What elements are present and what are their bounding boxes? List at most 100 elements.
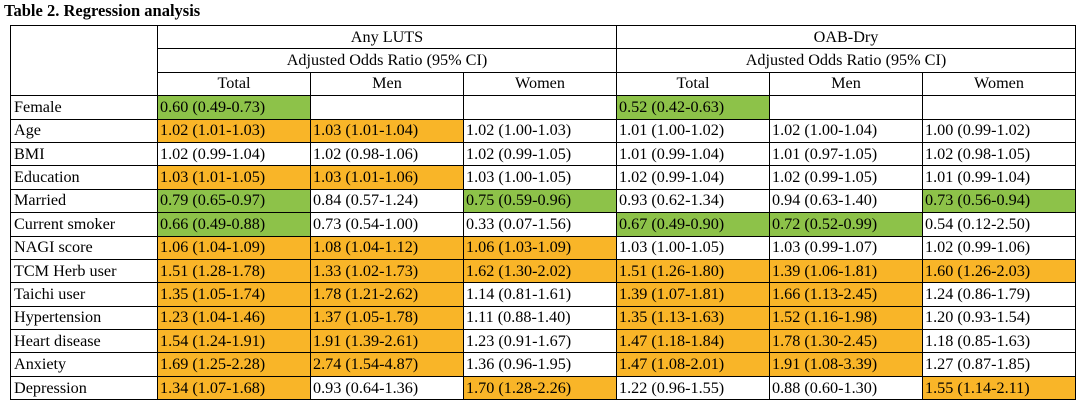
group-header-row: Any LUTS OAB-Dry [10,24,1076,97]
odds-ratio-cell: 1.66 (1.13-2.45) [769,282,923,307]
odds-ratio-cell: 1.02 (1.01-1.03) [157,118,311,143]
odds-ratio-cell: 1.91 (1.08-3.39) [769,352,923,377]
odds-ratio-cell: 0.72 (0.52-0.99) [769,212,923,237]
odds-ratio-cell: 0.94 (0.63-1.40) [769,188,923,214]
odds-ratio-cell: 1.35 (1.13-1.63) [616,305,770,331]
row-label: Education [10,165,158,190]
odds-ratio-cell: 0.33 (0.07-1.56) [463,212,617,237]
odds-ratio-cell: 1.02 (1.00-1.04) [769,118,923,143]
row-label: Anxiety [10,352,158,377]
row-label: TCM Herb user [10,258,158,284]
odds-ratio-cell: 1.02 (0.98-1.06) [310,141,464,167]
odds-ratio-cell: 1.23 (1.04-1.46) [157,305,311,331]
odds-ratio-cell: 1.03 (1.01-1.05) [157,165,311,190]
odds-ratio-cell: 1.47 (1.08-2.01) [616,352,770,377]
odds-ratio-cell: 0.54 (0.12-2.50) [922,212,1076,237]
odds-ratio-cell: 2.74 (1.54-4.87) [310,352,464,377]
table-row: Anxiety 1.69 (1.25-2.28) 2.74 (1.54-4.87) 1… [10,352,1076,377]
row-label: Married [10,188,158,214]
odds-ratio-cell: 1.70 (1.28-2.26) [463,375,617,401]
odds-ratio-cell: 1.35 (1.05-1.74) [157,282,311,307]
table-row: BMI 1.02 (0.99-1.04) 1.02 (0.98-1.06) 1.02 … [10,141,1076,167]
column-header-men: Men [769,71,923,97]
row-label: Depression [10,375,158,401]
odds-ratio-cell: 1.39 (1.07-1.81) [616,282,770,307]
odds-ratio-cell: 1.27 (0.87-1.85) [922,352,1076,377]
table-row: TCM Herb user 1.51 (1.28-1.78) 1.33 (1.02-… [10,258,1076,284]
odds-ratio-cell: 1.03 (0.99-1.07) [769,235,923,260]
column-header-women: Women [922,71,1076,97]
corner-cell [10,24,158,97]
odds-ratio-cell: 0.67 (0.49-0.90) [616,212,770,237]
subheader-oab-dry: Adjusted Odds Ratio (95% CI) [616,48,1076,73]
group-header-any-luts: Any LUTS [157,24,617,50]
odds-ratio-cell: 1.01 (0.97-1.05) [769,141,923,167]
odds-ratio-cell: 0.52 (0.42-0.63) [616,95,770,120]
table-row: Female 0.60 (0.49-0.73) 0.52 (0.42-0.63) [10,95,1076,120]
column-header-total: Total [157,71,311,97]
odds-ratio-cell: 1.37 (1.05-1.78) [310,305,464,331]
subheader-any-luts: Adjusted Odds Ratio (95% CI) [157,48,617,73]
odds-ratio-cell: 1.02 (1.00-1.03) [463,118,617,143]
table-row: Depression 1.34 (1.07-1.68) 0.93 (0.64-1.3… [10,375,1076,401]
odds-ratio-cell: 1.01 (0.99-1.04) [616,141,770,167]
odds-ratio-cell: 1.78 (1.21-2.62) [310,282,464,307]
odds-ratio-cell [463,95,617,120]
odds-ratio-cell: 1.02 (0.99-1.06) [922,235,1076,260]
odds-ratio-cell: 1.22 (0.96-1.55) [616,375,770,401]
odds-ratio-cell: 1.01 (0.99-1.04) [922,165,1076,190]
odds-ratio-cell: 1.78 (1.30-2.45) [769,329,923,354]
table-row: Heart disease 1.54 (1.24-1.91) 1.91 (1.39-… [10,329,1076,354]
odds-ratio-cell: 1.03 (1.00-1.05) [463,165,617,190]
odds-ratio-cell: 1.23 (0.91-1.67) [463,329,617,354]
row-label: BMI [10,141,158,167]
odds-ratio-cell: 1.60 (1.26-2.03) [922,258,1076,284]
odds-ratio-cell: 0.93 (0.62-1.34) [616,188,770,214]
row-label: NAGI score [10,235,158,260]
odds-ratio-cell: 0.79 (0.65-0.97) [157,188,311,214]
odds-ratio-cell: 1.03 (1.00-1.05) [616,235,770,260]
odds-ratio-cell: 0.66 (0.49-0.88) [157,212,311,237]
odds-ratio-cell: 1.02 (0.98-1.05) [922,141,1076,167]
odds-ratio-cell: 1.03 (1.01-1.06) [310,165,464,190]
odds-ratio-cell: 0.60 (0.49-0.73) [157,95,311,120]
row-label: Taichi user [10,282,158,307]
table-row: Married 0.79 (0.65-0.97) 0.84 (0.57-1.24) 0… [10,188,1076,214]
odds-ratio-cell: 0.84 (0.57-1.24) [310,188,464,214]
column-header-total: Total [616,71,770,97]
odds-ratio-cell: 1.47 (1.18-1.84) [616,329,770,354]
odds-ratio-cell: 1.62 (1.30-2.02) [463,258,617,284]
odds-ratio-cell: 1.24 (0.86-1.79) [922,282,1076,307]
column-header-men: Men [310,71,464,97]
odds-ratio-cell: 1.69 (1.25-2.28) [157,352,311,377]
odds-ratio-cell: 1.14 (0.81-1.61) [463,282,617,307]
odds-ratio-cell: 0.93 (0.64-1.36) [310,375,464,401]
row-label: Current smoker [10,212,158,237]
odds-ratio-cell: 1.02 (0.99-1.04) [157,141,311,167]
column-header-row: Total Men Women Total Men Women [11,71,1076,97]
odds-ratio-cell: 1.11 (0.88-1.40) [463,305,617,331]
odds-ratio-cell: 1.51 (1.28-1.78) [157,258,311,284]
table-title: Table 2. Regression analysis [4,1,201,20]
odds-ratio-cell: 1.06 (1.04-1.09) [157,235,311,260]
row-label: Heart disease [10,329,158,354]
odds-ratio-cell: 1.02 (0.99-1.05) [463,141,617,167]
subheader-row: Adjusted Odds Ratio (95% CI) Adjusted Od… [11,48,1076,73]
odds-ratio-cell: 1.00 (0.99-1.02) [922,118,1076,143]
row-label: Hypertension [10,305,158,331]
odds-ratio-cell: 0.73 (0.54-1.00) [310,212,464,237]
row-label: Female [10,95,158,120]
group-header-oab-dry: OAB-Dry [616,24,1076,50]
odds-ratio-cell: 1.54 (1.24-1.91) [157,329,311,354]
row-label: Age [10,118,158,143]
odds-ratio-cell: 1.39 (1.06-1.81) [769,258,923,284]
table-body: Any LUTS OAB-Dry Adjusted Odds Ratio (95… [10,24,1076,401]
odds-ratio-cell: 1.01 (1.00-1.02) [616,118,770,143]
odds-ratio-cell [310,95,464,120]
odds-ratio-cell: 1.20 (0.93-1.54) [922,305,1076,331]
odds-ratio-cell: 1.51 (1.26-1.80) [616,258,770,284]
table-row: NAGI score 1.06 (1.04-1.09) 1.08 (1.04-1.1… [10,235,1076,260]
odds-ratio-cell: 1.18 (0.85-1.63) [922,329,1076,354]
odds-ratio-cell: 1.02 (0.99-1.05) [769,165,923,190]
odds-ratio-cell: 1.06 (1.03-1.09) [463,235,617,260]
